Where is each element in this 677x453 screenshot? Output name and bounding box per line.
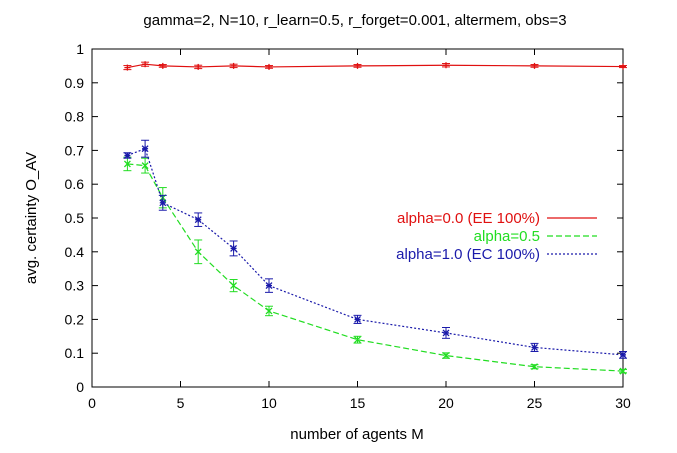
data-point	[354, 62, 361, 69]
x-tick-label: 30	[615, 395, 631, 411]
x-tick-label: 25	[527, 395, 543, 411]
data-point	[442, 329, 450, 337]
legend-label: alpha=0.5	[474, 228, 540, 245]
y-tick-label: 0.4	[65, 244, 85, 260]
x-tick-label: 20	[438, 395, 454, 411]
y-tick-label: 0.7	[65, 142, 85, 158]
y-tick-label: 1	[76, 41, 84, 57]
data-point	[354, 336, 361, 344]
data-point	[159, 199, 167, 207]
data-point	[619, 351, 627, 359]
y-tick-label: 0	[76, 379, 84, 395]
y-tick-label: 0.5	[65, 210, 85, 226]
data-point	[442, 352, 450, 360]
series-0	[123, 61, 627, 71]
data-point	[266, 63, 272, 70]
data-point	[195, 63, 202, 70]
data-point	[265, 307, 273, 315]
data-point	[230, 244, 238, 252]
series-line	[127, 163, 624, 372]
series-line	[127, 147, 624, 356]
data-point	[230, 282, 238, 290]
x-axis-label: number of agents M	[290, 426, 423, 443]
data-point	[141, 162, 149, 170]
y-tick-label: 0.3	[65, 278, 85, 294]
data-point	[159, 62, 166, 69]
series-2	[123, 139, 627, 359]
data-point	[443, 62, 449, 69]
chart-title: gamma=2, N=10, r_learn=0.5, r_forget=0.0…	[143, 12, 566, 29]
data-point	[230, 62, 237, 69]
data-point	[531, 62, 538, 69]
data-point	[531, 363, 538, 371]
y-tick-label: 0.9	[65, 75, 85, 91]
data-series	[123, 61, 627, 375]
x-tick-label: 15	[350, 395, 366, 411]
data-point	[619, 367, 627, 375]
data-point	[620, 63, 626, 70]
axis-ticks: 0 5 10 15 20 25 30 0 0.1 0.2 0.3 0.4 0.5 0.6 0.7 0.8 0.9…	[65, 41, 631, 411]
x-tick-label: 5	[177, 395, 185, 411]
data-point	[141, 145, 149, 153]
data-point	[194, 216, 202, 224]
data-point	[124, 64, 131, 71]
data-point	[123, 160, 131, 168]
data-point	[265, 282, 273, 290]
data-point	[531, 343, 538, 351]
y-tick-label: 0.6	[65, 176, 85, 192]
legend-label: alpha=0.0 (EE 100%)	[397, 210, 540, 227]
series-line	[127, 63, 624, 69]
y-tick-label: 0.8	[65, 109, 85, 125]
legend-label: alpha=1.0 (EC 100%)	[396, 246, 540, 263]
data-point	[142, 61, 149, 68]
y-tick-label: 0.2	[65, 311, 85, 327]
y-axis-label: avg. certainty O_AV	[23, 152, 40, 284]
y-tick-label: 0.1	[65, 345, 85, 361]
series-1	[123, 156, 627, 375]
x-tick-label: 10	[261, 395, 277, 411]
x-tick-label: 0	[88, 395, 96, 411]
data-point	[123, 152, 131, 159]
data-point	[354, 315, 361, 323]
data-point	[194, 248, 202, 256]
